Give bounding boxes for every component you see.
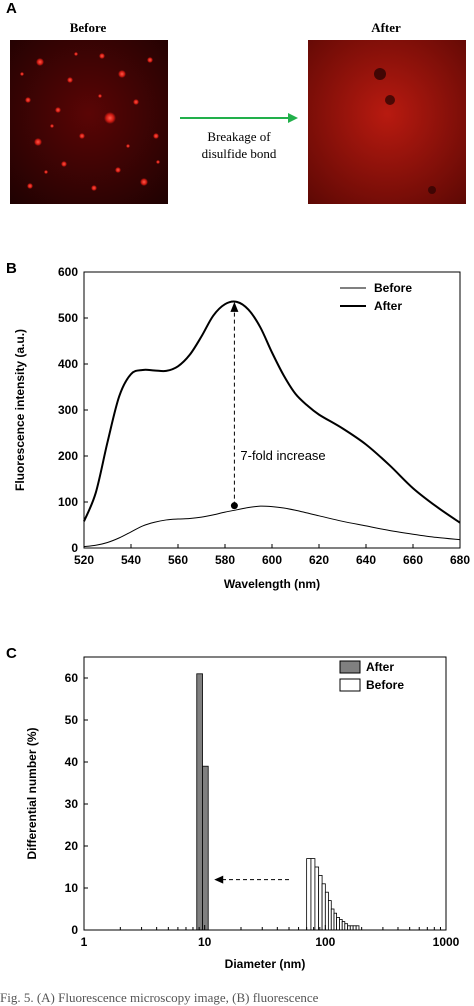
fluorescence-spectrum-chart: 520 540 560 580 600 620 640 660 680 0 100 200 300 400… [13, 265, 470, 591]
chart-b-ytick-label: 100 [58, 495, 78, 509]
chart-c-bar-before [314, 866, 320, 931]
after-microscopy-image [308, 40, 466, 204]
chart-c-bar-before [347, 925, 351, 931]
chart-c-legend-label-before: Before [366, 678, 404, 692]
after-image-label: After [371, 20, 401, 35]
chart-c-bar-before [349, 925, 354, 931]
chart-b-ytick-label: 600 [58, 265, 78, 279]
chart-b-ylabel: Fluorescence intensity (a.u.) [13, 329, 27, 491]
chart-c-ytick-label: 20 [65, 839, 79, 853]
chart-b-annotation-dot [230, 502, 238, 510]
chart-b-xtick-label: 620 [309, 553, 329, 567]
chart-b-xtick-label: 680 [450, 553, 470, 567]
panel-c-letter: C [6, 645, 17, 662]
chart-b-legend-label-before: Before [374, 281, 412, 295]
size-distribution-chart: 1 10 100 1000 0 10 20 30 40 50 60 After Before Diam… [25, 656, 460, 971]
chart-c-ytick-label: 40 [65, 755, 79, 769]
chart-c-bar-before [339, 919, 343, 931]
chart-c-ylabel: Differential number (%) [25, 727, 39, 859]
chart-b-ytick-label: 0 [71, 541, 78, 555]
chart-b-xtick-label: 640 [356, 553, 376, 567]
chart-c-ytick-label: 60 [65, 671, 79, 685]
chart-c-legend-label-after: After [366, 660, 394, 674]
chart-b-annotation-arrowhead [230, 301, 239, 312]
chart-c-xtick-label: 100 [315, 935, 335, 949]
panel-a-letter: A [6, 0, 17, 17]
chart-c-bar-before [321, 883, 326, 931]
transition-arrow [180, 113, 298, 123]
chart-c-bar-before [327, 900, 332, 931]
chart-c-bar-before [318, 874, 323, 931]
chart-b-xtick-label: 660 [403, 553, 423, 567]
arrow-text-line1: Breakage of [207, 129, 271, 144]
chart-b-xtick-label: 540 [121, 553, 141, 567]
chart-c-bar-before [330, 908, 335, 931]
chart-b-series-after-line [83, 300, 461, 524]
chart-c-shift-arrowhead [214, 875, 224, 884]
chart-c-bar-before [344, 923, 349, 931]
chart-b-annotation-text: 7-fold increase [240, 448, 325, 463]
chart-c-xtick-label: 10 [198, 935, 212, 949]
chart-c-ytick-label: 10 [65, 881, 79, 895]
chart-c-legend-swatch-before [339, 678, 361, 692]
chart-b-series-before-line [83, 505, 461, 548]
chart-c-bar-before [324, 891, 329, 931]
arrow-text-line2: disulfide bond [201, 146, 277, 161]
before-image-label: Before [69, 20, 107, 35]
chart-c-bar-after [202, 765, 209, 931]
chart-c-ytick-label: 30 [65, 797, 79, 811]
chart-b-xlabel: Wavelength (nm) [224, 577, 320, 591]
chart-c-bar-after [196, 673, 203, 931]
chart-c-legend-swatch-after [339, 660, 361, 674]
panel-b-letter: B [6, 260, 17, 277]
chart-c-bar-before [355, 925, 360, 931]
chart-c-ytick-label: 50 [65, 713, 79, 727]
chart-c-bar-before [310, 858, 316, 931]
chart-b-ytick-label: 400 [58, 357, 78, 371]
chart-b-ytick-label: 200 [58, 449, 78, 463]
chart-b-xtick-label: 520 [74, 553, 94, 567]
chart-c-xlabel: Diameter (nm) [225, 957, 306, 971]
chart-b-ytick-label: 500 [58, 311, 78, 325]
before-microscopy-image [10, 40, 168, 204]
chart-b-xtick-label: 580 [215, 553, 235, 567]
chart-c-bar-before [306, 858, 312, 931]
chart-b-legend-label-after: After [374, 299, 402, 313]
chart-c-bar-before [352, 925, 357, 931]
chart-b-xtick-label: 600 [262, 553, 282, 567]
chart-c-xtick-label: 1 [81, 935, 88, 949]
chart-c-xtick-label: 1000 [433, 935, 460, 949]
figure-caption: Fig. 5. (A) Fluorescence microscopy imag… [0, 990, 319, 1005]
chart-c-ytick-label: 0 [71, 923, 78, 937]
chart-b-ytick-label: 300 [58, 403, 78, 417]
chart-b-xtick-label: 560 [168, 553, 188, 567]
chart-c-bar-before [336, 916, 340, 931]
